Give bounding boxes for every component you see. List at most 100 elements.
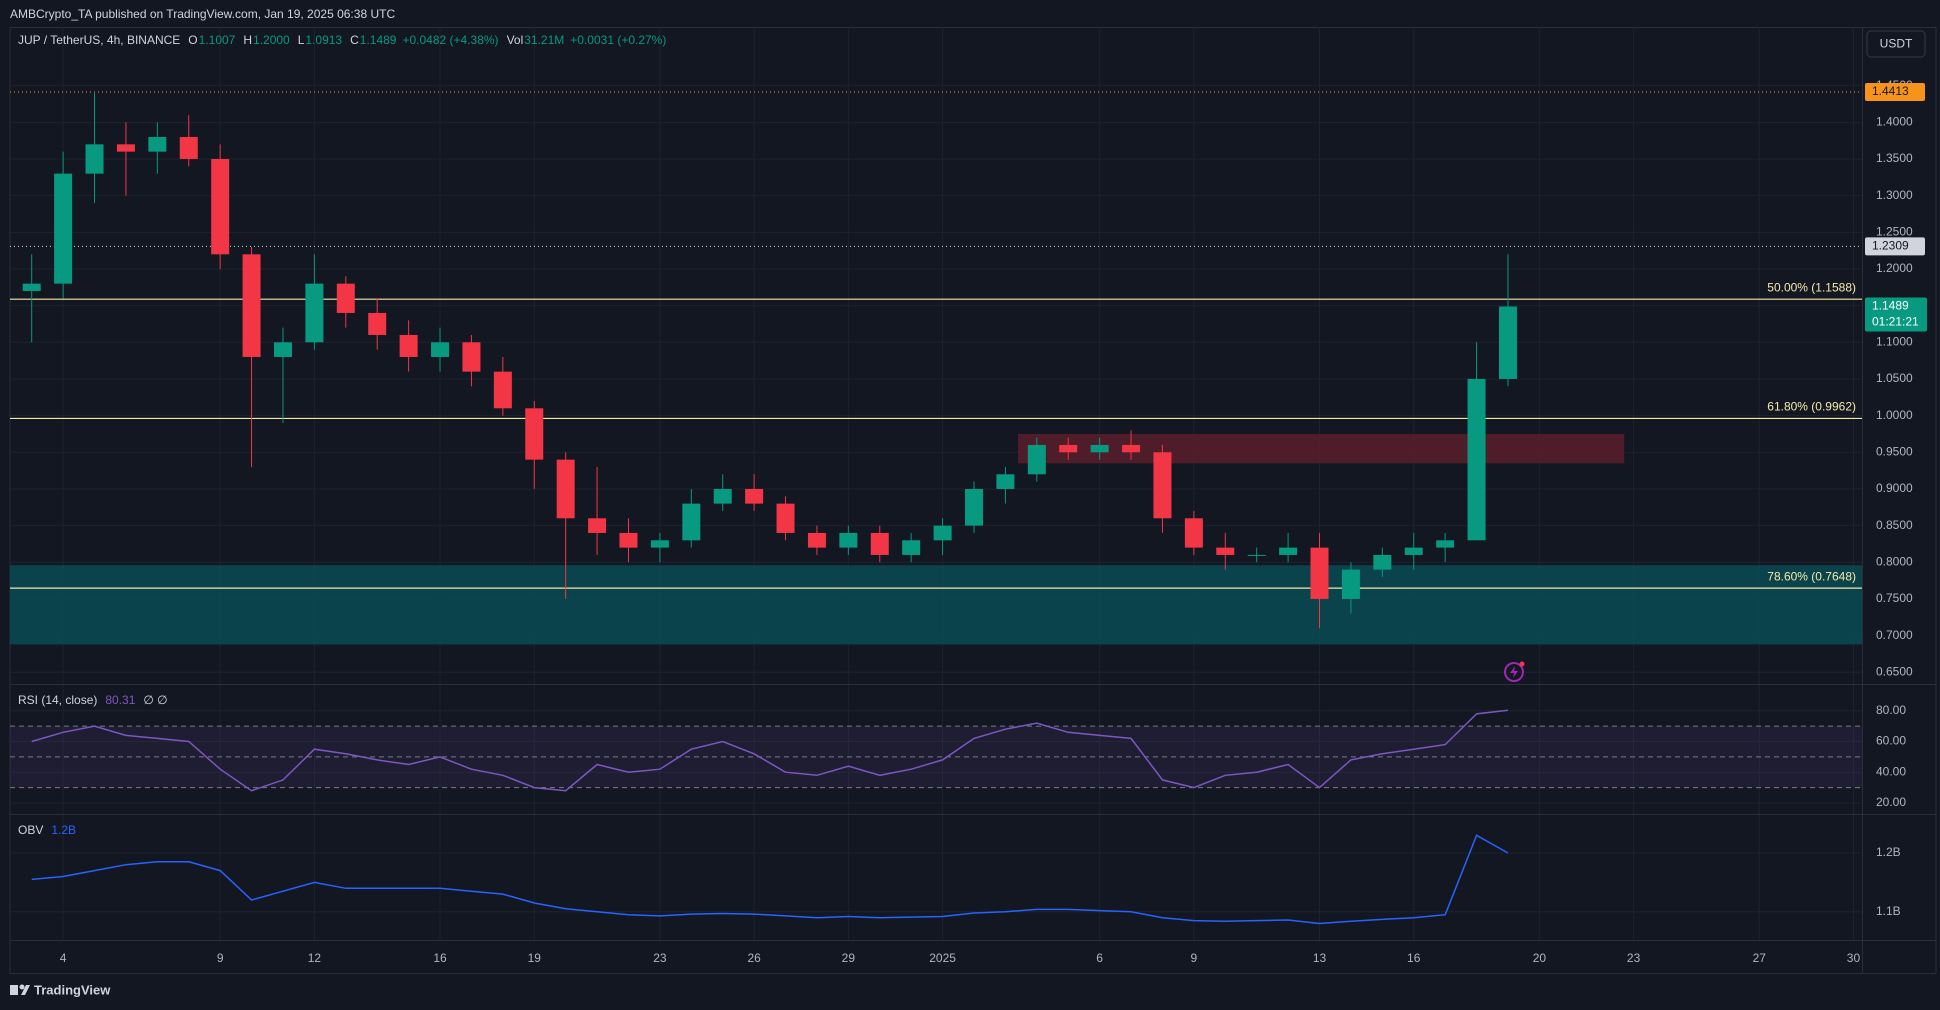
candle-body [1153,452,1172,519]
candle-body [1310,547,1329,599]
x-tick-label: 12 [308,951,322,965]
candle-body [1027,444,1046,475]
fib-label: 78.60% (0.7648) [1767,569,1856,583]
y-tick-label: 1.0500 [1876,371,1913,385]
candle-body [116,144,135,152]
candle-body [933,525,952,541]
y-tick-label: 1.4000 [1876,114,1913,128]
candle-body [305,283,324,343]
candle-body [399,334,418,357]
candle-body [745,488,764,504]
y-tick-label: 1.2B [1876,845,1901,859]
candle-body [619,532,638,548]
y-tick-label: 1.2500 [1876,224,1913,238]
candle-body [1436,540,1455,548]
y-tick-label: 0.8000 [1876,554,1913,568]
candle-body [148,136,167,152]
legend-value: 31.21M [524,33,564,47]
candle-body [682,503,701,541]
legend-key: O [188,33,197,47]
currency-button[interactable] [1866,30,1926,58]
y-tick-label: 40.00 [1876,764,1906,778]
x-tick-label: 26 [747,951,761,965]
x-tick-label: 23 [653,951,667,965]
candle-body [1216,547,1235,555]
zone [10,565,1862,645]
candle-body [1059,444,1078,453]
legend-key: H [243,33,252,47]
legend-key: C [350,33,359,47]
y-tick-label: 0.6500 [1876,664,1913,678]
candle-body [1498,306,1517,379]
candle-body [179,136,198,159]
candle-body [525,408,544,460]
fib-label: 61.80% (0.9962) [1767,400,1856,414]
candle-body [1090,444,1109,453]
level-box-label: 1.2309 [1872,238,1909,252]
level-box-label: 1.4413 [1872,84,1909,98]
legend-title: OBV [18,823,43,837]
x-tick-label: 16 [1407,951,1421,965]
publisher: AMBCrypto_TA published on TradingView.co… [10,7,395,21]
candle-body [242,254,261,357]
x-tick-label: 23 [1627,951,1641,965]
candle-body [54,173,73,284]
y-tick-label: 0.7000 [1876,628,1913,642]
x-tick-label: 30 [1847,951,1861,965]
x-tick-label: 29 [842,951,856,965]
legend-value: 1.2000 [253,33,290,47]
y-tick-label: 1.3000 [1876,188,1913,202]
candle-body [1373,554,1392,570]
candle-body [368,312,387,335]
frame [9,27,1937,974]
y-tick-label: 80.00 [1876,703,1906,717]
indicator-line [31,709,1509,792]
candle-body [776,503,795,533]
level-box [1865,83,1925,102]
countdown-label: 01:21:21 [1872,315,1919,329]
rsi-band [10,726,1862,788]
x-tick-label: 9 [1191,951,1198,965]
legend-value: 1.1489 [360,33,397,47]
x-tick-label: 6 [1096,951,1103,965]
footer-logo [10,984,30,995]
candle-body [22,283,41,291]
zone [1017,433,1625,464]
candle-body [1122,444,1141,453]
alert-icon [1504,661,1525,682]
currency-label[interactable]: USDT [1880,37,1913,51]
y-tick-label: 0.9500 [1876,444,1913,458]
y-tick-label: 0.7500 [1876,591,1913,605]
legend-symbol: JUP / TetherUS, 4h, BINANCE [18,33,180,47]
candle-body [336,283,355,313]
candle-body [462,342,481,372]
candle-body [493,371,512,409]
legend-key: Vol [507,33,524,47]
legend-value: 80.31 [105,693,135,707]
legend-value: 1.0913 [305,33,342,47]
candle-body [1279,547,1298,555]
candle-body [1467,378,1486,541]
price-legend: JUP / TetherUS, 4h, BINANCE O1.1007 H1.200… [18,33,666,47]
legend-value: 1.1007 [199,33,236,47]
candle-body [211,158,230,255]
legend-extra: ∅ ∅ [143,693,167,707]
legend-key: L [298,33,305,47]
candle-body [870,532,889,555]
candle-body [85,144,104,174]
candle-body [902,540,921,555]
legend-title: RSI (14, close) [18,693,97,707]
level-box [1865,237,1925,256]
candle-body [588,518,607,533]
y-tick-label: 1.2000 [1876,261,1913,275]
y-tick-label: 1.1B [1876,904,1901,918]
candle-body [650,540,669,548]
x-tick-label: 13 [1313,951,1327,965]
legend-change: +0.0031 (+0.27%) [570,33,666,47]
y-tick-label: 0.9000 [1876,481,1913,495]
candle-body [1404,547,1423,555]
last-price-box [1865,297,1927,332]
candle-body [713,488,732,504]
y-tick-label: 20.00 [1876,795,1906,809]
